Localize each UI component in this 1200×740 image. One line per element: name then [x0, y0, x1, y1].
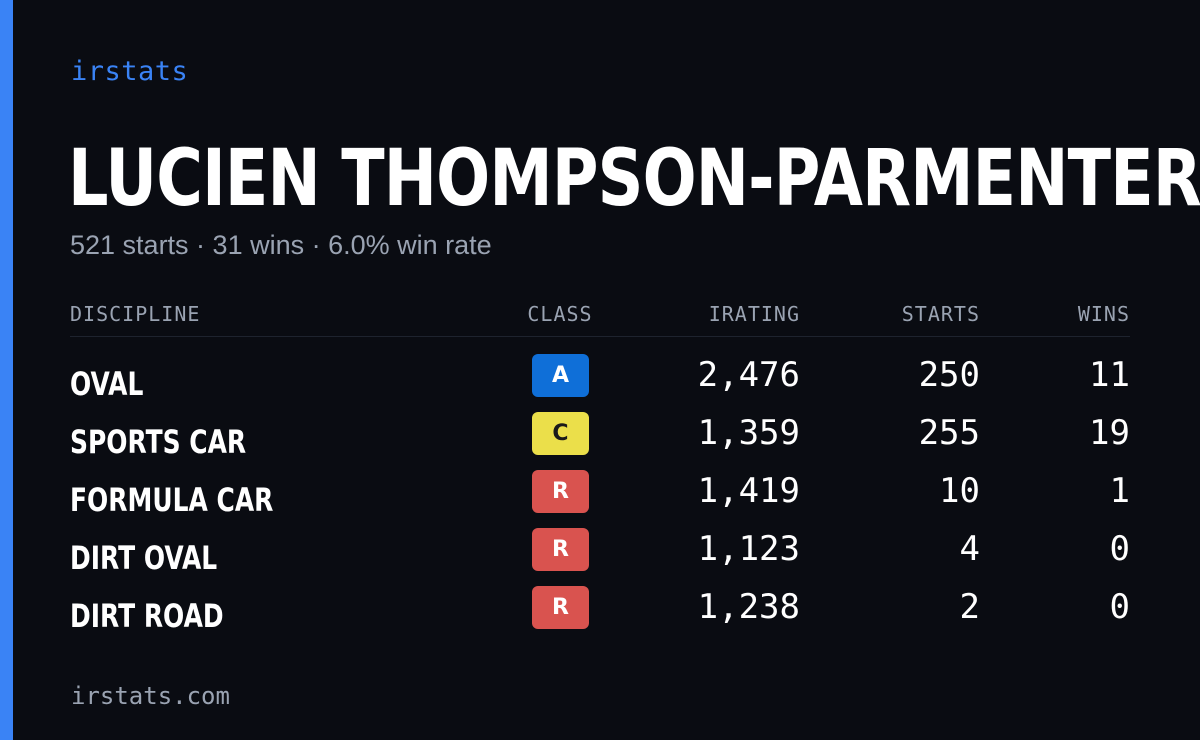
driver-summary: 521 starts · 31 wins · 6.0% win rate: [70, 230, 492, 260]
wins-value: 1: [1109, 471, 1130, 511]
wins-value: 11: [1089, 355, 1130, 395]
irating-value: 1,123: [697, 529, 800, 569]
license-class-badge: C: [532, 412, 589, 455]
irating-value: 1,359: [697, 413, 800, 453]
irating-value: 2,476: [697, 355, 800, 395]
driver-name: LUCIEN THOMPSON-PARMENTER: [68, 134, 1200, 224]
starts-value: 250: [918, 355, 980, 395]
starts-value: 255: [918, 413, 980, 453]
table-row: OVAL A 2,476 250 11: [70, 354, 1130, 412]
table-header: DISCIPLINE CLASS IRATING STARTS WINS: [70, 300, 1130, 337]
irating-value: 1,419: [697, 471, 800, 511]
starts-value: 2: [959, 587, 980, 627]
discipline-name: DIRT ROAD: [70, 597, 224, 635]
wins-value: 0: [1109, 529, 1130, 569]
table-row: DIRT OVAL R 1,123 4 0: [70, 528, 1130, 586]
footer-site-url: irstats.com: [71, 682, 230, 710]
discipline-name: OVAL: [70, 365, 144, 403]
wins-value: 0: [1109, 587, 1130, 627]
discipline-name: FORMULA CAR: [70, 481, 274, 519]
license-class-badge: R: [532, 470, 589, 513]
license-class-badge: R: [532, 586, 589, 629]
license-class-badge: R: [532, 528, 589, 571]
discipline-name: SPORTS CAR: [70, 423, 247, 461]
starts-value: 10: [939, 471, 980, 511]
wins-value: 19: [1089, 413, 1130, 453]
accent-bar: [0, 0, 13, 740]
header-irating: IRATING: [708, 302, 800, 326]
irating-value: 1,238: [697, 587, 800, 627]
header-wins: WINS: [1077, 302, 1130, 326]
table-row: DIRT ROAD R 1,238 2 0: [70, 586, 1130, 644]
table-row: SPORTS CAR C 1,359 255 19: [70, 412, 1130, 470]
brand-logo: irstats: [71, 56, 189, 87]
table-body: OVAL A 2,476 250 11 SPORTS CAR C 1,359 2…: [70, 354, 1130, 644]
starts-value: 4: [959, 529, 980, 569]
discipline-name: DIRT OVAL: [70, 539, 218, 577]
license-class-badge: A: [532, 354, 589, 397]
header-discipline: DISCIPLINE: [70, 302, 201, 326]
header-starts: STARTS: [901, 302, 980, 326]
header-class: CLASS: [527, 302, 593, 326]
ratings-table: DISCIPLINE CLASS IRATING STARTS WINS OVA…: [70, 300, 1130, 632]
table-row: FORMULA CAR R 1,419 10 1: [70, 470, 1130, 528]
